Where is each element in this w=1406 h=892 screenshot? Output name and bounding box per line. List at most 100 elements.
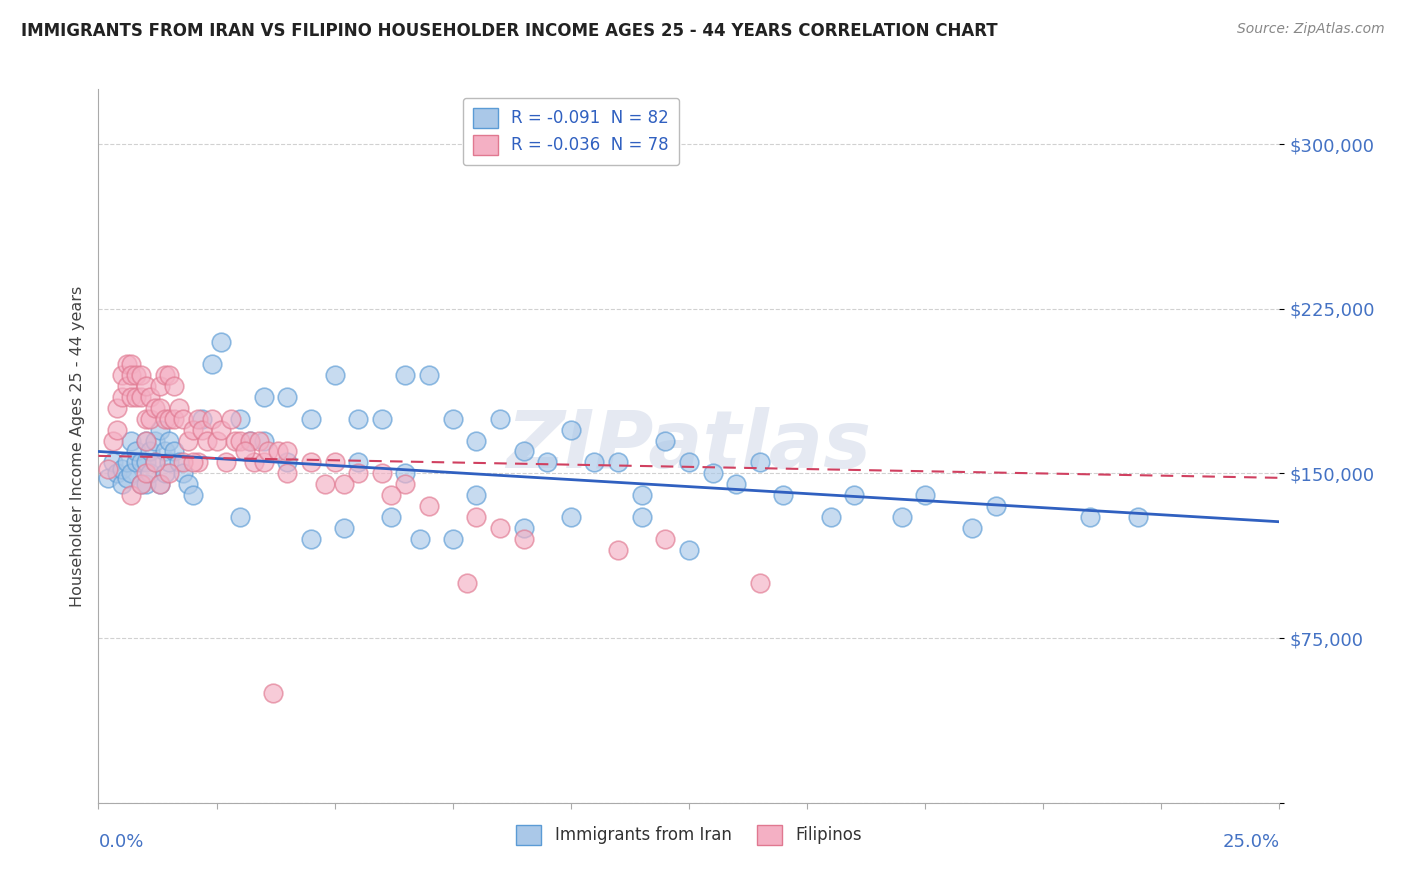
Point bbox=[139, 467, 162, 481]
Point bbox=[560, 423, 582, 437]
Point bbox=[333, 521, 356, 535]
Point bbox=[139, 411, 162, 425]
Text: 25.0%: 25.0% bbox=[1222, 833, 1279, 851]
Point bbox=[135, 411, 157, 425]
Point bbox=[239, 434, 262, 448]
Point bbox=[121, 357, 143, 371]
Point bbox=[157, 434, 180, 448]
Point bbox=[97, 462, 120, 476]
Point bbox=[323, 455, 346, 469]
Point bbox=[125, 444, 148, 458]
Point bbox=[167, 455, 190, 469]
Point bbox=[163, 411, 186, 425]
Point bbox=[239, 434, 262, 448]
Point bbox=[267, 444, 290, 458]
Point bbox=[157, 467, 180, 481]
Point bbox=[678, 543, 700, 558]
Point bbox=[820, 510, 842, 524]
Point bbox=[177, 477, 200, 491]
Point bbox=[121, 390, 143, 404]
Point bbox=[201, 411, 224, 425]
Point bbox=[536, 455, 558, 469]
Point bbox=[229, 510, 252, 524]
Point bbox=[115, 455, 138, 469]
Point bbox=[560, 510, 582, 524]
Point bbox=[962, 521, 984, 535]
Point bbox=[129, 455, 152, 469]
Point bbox=[748, 576, 770, 591]
Point bbox=[299, 411, 322, 425]
Legend: Immigrants from Iran, Filipinos: Immigrants from Iran, Filipinos bbox=[510, 818, 868, 852]
Point bbox=[121, 434, 143, 448]
Point bbox=[111, 477, 134, 491]
Text: Source: ZipAtlas.com: Source: ZipAtlas.com bbox=[1237, 22, 1385, 37]
Point bbox=[135, 467, 157, 481]
Point bbox=[243, 455, 266, 469]
Point bbox=[512, 521, 534, 535]
Point bbox=[163, 444, 186, 458]
Point bbox=[157, 368, 180, 382]
Point bbox=[347, 467, 370, 481]
Point bbox=[101, 455, 124, 469]
Point bbox=[465, 510, 488, 524]
Point bbox=[276, 444, 298, 458]
Point bbox=[465, 488, 488, 502]
Point bbox=[201, 357, 224, 371]
Point bbox=[125, 390, 148, 404]
Point bbox=[371, 467, 394, 481]
Point bbox=[139, 390, 162, 404]
Point bbox=[654, 533, 676, 547]
Point bbox=[149, 401, 172, 415]
Point bbox=[143, 455, 166, 469]
Point bbox=[347, 411, 370, 425]
Point bbox=[323, 368, 346, 382]
Point bbox=[512, 533, 534, 547]
Text: ZIPatlas: ZIPatlas bbox=[506, 407, 872, 485]
Point bbox=[135, 378, 157, 392]
Point bbox=[844, 488, 866, 502]
Point bbox=[181, 423, 204, 437]
Point bbox=[314, 477, 336, 491]
Text: 0.0%: 0.0% bbox=[98, 833, 143, 851]
Point bbox=[172, 411, 194, 425]
Point bbox=[394, 477, 416, 491]
Point bbox=[135, 455, 157, 469]
Point bbox=[172, 455, 194, 469]
Point bbox=[115, 357, 138, 371]
Point bbox=[678, 455, 700, 469]
Point bbox=[224, 434, 246, 448]
Point bbox=[153, 467, 176, 481]
Point bbox=[205, 434, 228, 448]
Point bbox=[333, 477, 356, 491]
Point bbox=[135, 434, 157, 448]
Point bbox=[607, 543, 630, 558]
Point bbox=[181, 488, 204, 502]
Point bbox=[187, 411, 209, 425]
Point bbox=[630, 510, 652, 524]
Point bbox=[125, 368, 148, 382]
Point bbox=[163, 378, 186, 392]
Point bbox=[129, 390, 152, 404]
Point bbox=[394, 368, 416, 382]
Point bbox=[129, 368, 152, 382]
Point bbox=[172, 467, 194, 481]
Point bbox=[157, 455, 180, 469]
Point bbox=[607, 455, 630, 469]
Point bbox=[418, 500, 440, 514]
Point bbox=[371, 411, 394, 425]
Point bbox=[121, 467, 143, 481]
Point bbox=[121, 488, 143, 502]
Point bbox=[105, 467, 128, 481]
Point bbox=[101, 434, 124, 448]
Point bbox=[253, 434, 276, 448]
Point bbox=[247, 434, 270, 448]
Point bbox=[914, 488, 936, 502]
Point bbox=[772, 488, 794, 502]
Y-axis label: Householder Income Ages 25 - 44 years: Householder Income Ages 25 - 44 years bbox=[69, 285, 84, 607]
Point bbox=[149, 423, 172, 437]
Point bbox=[149, 477, 172, 491]
Point bbox=[129, 477, 152, 491]
Point bbox=[441, 411, 464, 425]
Point bbox=[229, 434, 252, 448]
Point bbox=[177, 434, 200, 448]
